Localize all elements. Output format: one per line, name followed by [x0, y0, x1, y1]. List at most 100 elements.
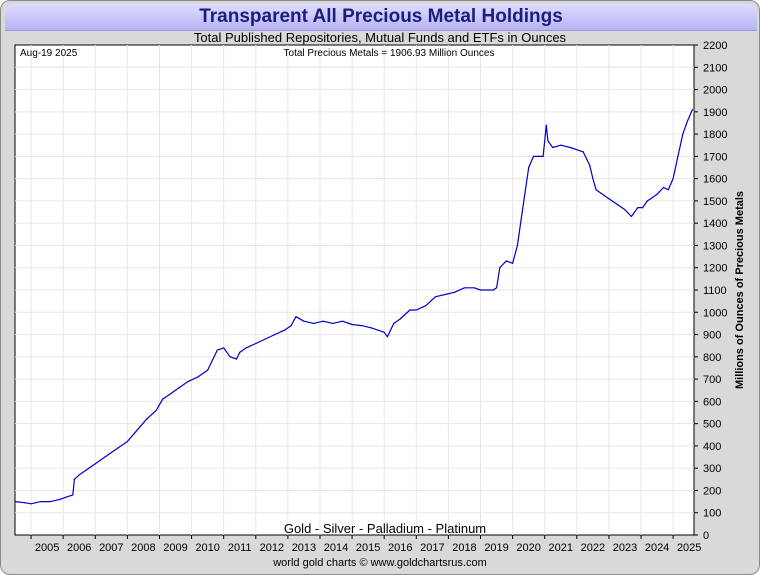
- data-point: [496, 287, 498, 289]
- data-point: [229, 356, 231, 358]
- data-point: [332, 322, 334, 324]
- data-point: [624, 209, 626, 211]
- y-tick-label: 2200: [703, 40, 727, 52]
- data-point: [370, 327, 372, 329]
- data-point: [162, 398, 164, 400]
- x-tick-label: 2013: [292, 542, 316, 554]
- y-tick-label: 500: [703, 419, 721, 431]
- y-tick-label: 100: [703, 508, 721, 520]
- data-point: [532, 155, 535, 157]
- y-axis-label: Millions of Ounces of Precious Metals: [734, 191, 746, 389]
- data-point: [608, 198, 610, 200]
- legend-text: Gold - Silver - Palladium - Platinum: [284, 521, 486, 536]
- data-point: [197, 376, 199, 378]
- x-tick-label: 2011: [228, 542, 252, 554]
- title-bar: Transparent All Precious Metal Holdings: [5, 4, 757, 31]
- data-point: [187, 380, 189, 382]
- chart-subtitle: Total Published Repositories, Mutual Fun…: [193, 30, 567, 45]
- data-point: [547, 140, 549, 142]
- data-point: [136, 429, 138, 431]
- data-point: [295, 316, 297, 318]
- data-point: [595, 189, 597, 191]
- data-point: [505, 260, 507, 262]
- y-tick-label: 1100: [703, 285, 727, 297]
- y-tick-label: 200: [703, 485, 721, 497]
- data-point: [178, 387, 180, 389]
- x-tick-label: 2023: [613, 542, 637, 554]
- data-point: [78, 474, 80, 476]
- data-point: [486, 289, 488, 291]
- data-point: [630, 215, 633, 218]
- x-tick-label: 2017: [420, 542, 444, 554]
- data-point: [168, 394, 170, 396]
- data-point: [560, 144, 562, 146]
- data-point: [274, 333, 276, 336]
- y-tick-label: 1800: [703, 129, 727, 141]
- data-point: [207, 369, 209, 371]
- data-point: [542, 155, 544, 157]
- chart-title: Transparent All Precious Metal Holdings: [199, 6, 563, 27]
- y-tick-label: 900: [703, 330, 721, 342]
- y-tick-label: 600: [703, 396, 721, 408]
- y-tick-label: 1200: [703, 263, 727, 275]
- data-point: [528, 166, 530, 169]
- data-point: [691, 109, 694, 111]
- data-point: [511, 262, 514, 264]
- x-tick-label: 2019: [484, 542, 508, 554]
- data-point: [113, 449, 116, 451]
- source-credit: world gold charts © www.goldchartsrus.co…: [273, 557, 487, 569]
- x-tick-label: 2021: [549, 542, 573, 554]
- date-label: Aug-19 2025: [20, 48, 78, 59]
- data-point: [377, 329, 379, 331]
- data-point: [313, 322, 315, 324]
- data-point: [545, 124, 547, 126]
- gridlines: [15, 45, 694, 535]
- data-point: [235, 358, 238, 360]
- x-tick-label: 2020: [516, 542, 540, 554]
- data-point: [646, 200, 649, 202]
- data-point: [415, 309, 417, 311]
- data-point: [576, 149, 578, 151]
- data-point: [677, 155, 679, 157]
- x-tick-label: 2018: [452, 542, 476, 554]
- x-tick-label: 2005: [35, 542, 59, 554]
- data-point: [386, 336, 388, 338]
- y-tick-label: 2000: [703, 85, 727, 97]
- data-point: [592, 178, 594, 180]
- data-point: [223, 347, 225, 349]
- x-tick-label: 2022: [581, 542, 605, 554]
- data-point: [290, 325, 292, 327]
- x-tick-label: 2007: [99, 542, 123, 554]
- y-tick-label: 1400: [703, 218, 727, 230]
- data-point: [682, 133, 684, 135]
- data-point: [341, 320, 344, 322]
- data-point: [216, 349, 218, 351]
- data-point: [284, 329, 286, 331]
- data-point: [672, 178, 674, 180]
- data-point: [351, 323, 353, 326]
- data-point: [492, 289, 494, 291]
- x-axis: 2005 2006 2007 2008 2009 2010 2011 2012 2013 2014…: [30, 535, 701, 554]
- data-point: [59, 498, 61, 500]
- data-point: [361, 325, 363, 327]
- data-point: [521, 211, 523, 213]
- y-tick-label: 300: [703, 463, 721, 475]
- y-tick-label: 1000: [703, 307, 727, 319]
- data-point: [463, 287, 466, 289]
- x-tick-label: 2009: [163, 542, 187, 554]
- data-point: [582, 151, 584, 153]
- y-tick-label: 800: [703, 352, 721, 364]
- x-tick-label: 2010: [195, 542, 219, 554]
- data-point: [264, 338, 266, 340]
- data-point: [444, 293, 446, 296]
- data-point: [516, 244, 519, 247]
- y-tick-label: 2100: [703, 62, 727, 74]
- y-tick-label: 400: [703, 441, 721, 453]
- x-tick-label: 2015: [356, 542, 380, 554]
- data-point: [499, 267, 501, 269]
- x-tick-label: 2014: [324, 542, 348, 554]
- data-point: [30, 503, 32, 505]
- x-tick-label: 2006: [67, 542, 91, 554]
- data-point: [104, 456, 106, 458]
